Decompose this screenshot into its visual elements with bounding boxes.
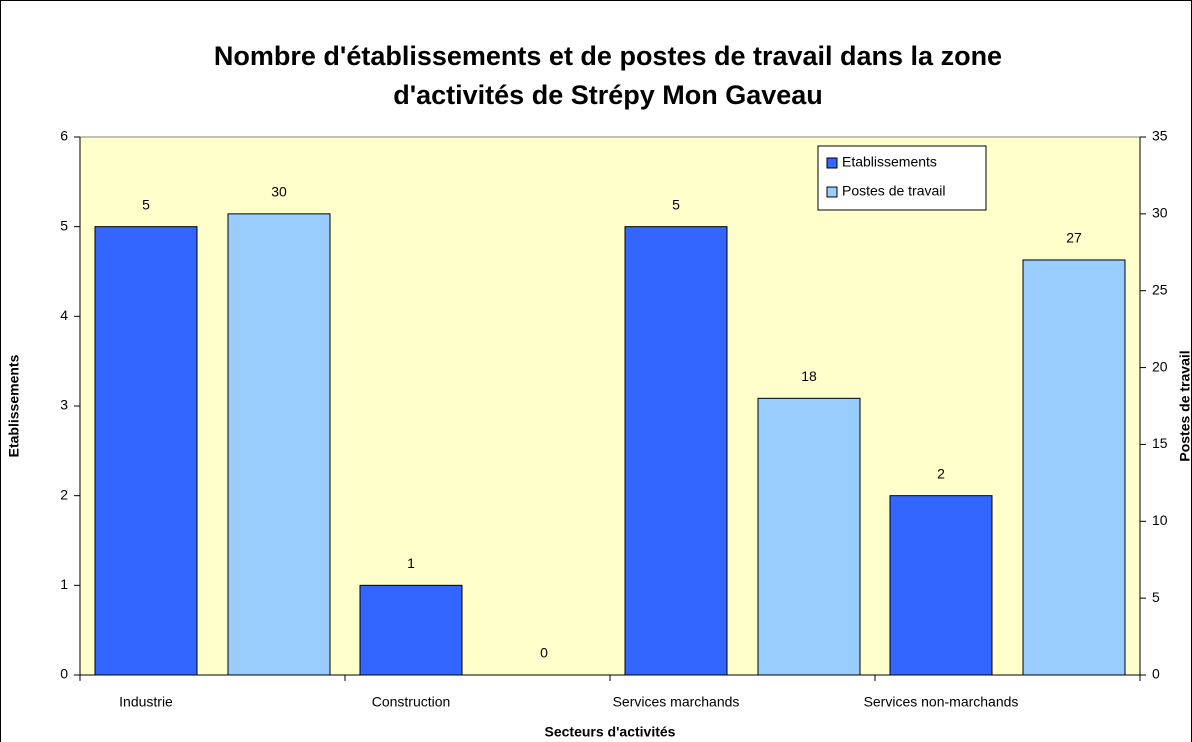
x-tick-label: Construction	[372, 694, 451, 710]
bar	[624, 226, 728, 676]
y2-tick-label: 30	[1152, 205, 1168, 221]
data-label: 18	[801, 368, 817, 384]
legend-label: Etablissements	[842, 154, 937, 170]
y2-tick-label: 15	[1152, 435, 1168, 451]
chart-title: d'activités de Strépy Mon Gaveau	[393, 80, 823, 110]
data-label: 1	[407, 555, 415, 571]
bar	[889, 495, 993, 676]
legend-swatch	[826, 186, 838, 198]
x-tick-label: Industrie	[119, 694, 173, 710]
y2-tick-label: 0	[1152, 666, 1160, 682]
y-tick-label: 3	[60, 397, 68, 413]
y-tick-label: 4	[60, 307, 68, 323]
y2-tick-label: 35	[1152, 128, 1168, 144]
legend-swatch	[826, 157, 838, 169]
data-label: 5	[672, 196, 680, 212]
bar	[757, 397, 861, 676]
y-tick-label: 0	[60, 666, 68, 682]
x-tick-label: Services non-marchands	[864, 694, 1019, 710]
y2-tick-label: 10	[1152, 512, 1168, 528]
legend-label: Postes de travail	[842, 183, 946, 199]
bar	[1022, 259, 1126, 676]
data-label: 5	[142, 196, 150, 212]
data-label: 2	[937, 465, 945, 481]
data-label: 30	[271, 184, 287, 200]
x-tick-label: Services marchands	[613, 694, 740, 710]
y-axis-title: Etablissements	[6, 354, 22, 457]
y-tick-label: 5	[60, 217, 68, 233]
bar	[94, 226, 198, 676]
y2-tick-label: 25	[1152, 281, 1168, 297]
y-tick-label: 6	[60, 128, 68, 144]
chart-title: Nombre d'établissements et de postes de …	[214, 41, 1002, 71]
x-axis-title: Secteurs d'activités	[545, 724, 676, 740]
y2-tick-label: 5	[1152, 589, 1160, 605]
y-tick-label: 1	[60, 576, 68, 592]
legend	[817, 145, 987, 211]
bar	[227, 213, 331, 676]
data-label: 27	[1066, 230, 1082, 246]
data-label: 0	[540, 645, 548, 661]
y2-axis-title: Postes de travail	[1177, 350, 1192, 461]
y2-tick-label: 20	[1152, 358, 1168, 374]
bar	[359, 584, 463, 676]
y-tick-label: 2	[60, 486, 68, 502]
